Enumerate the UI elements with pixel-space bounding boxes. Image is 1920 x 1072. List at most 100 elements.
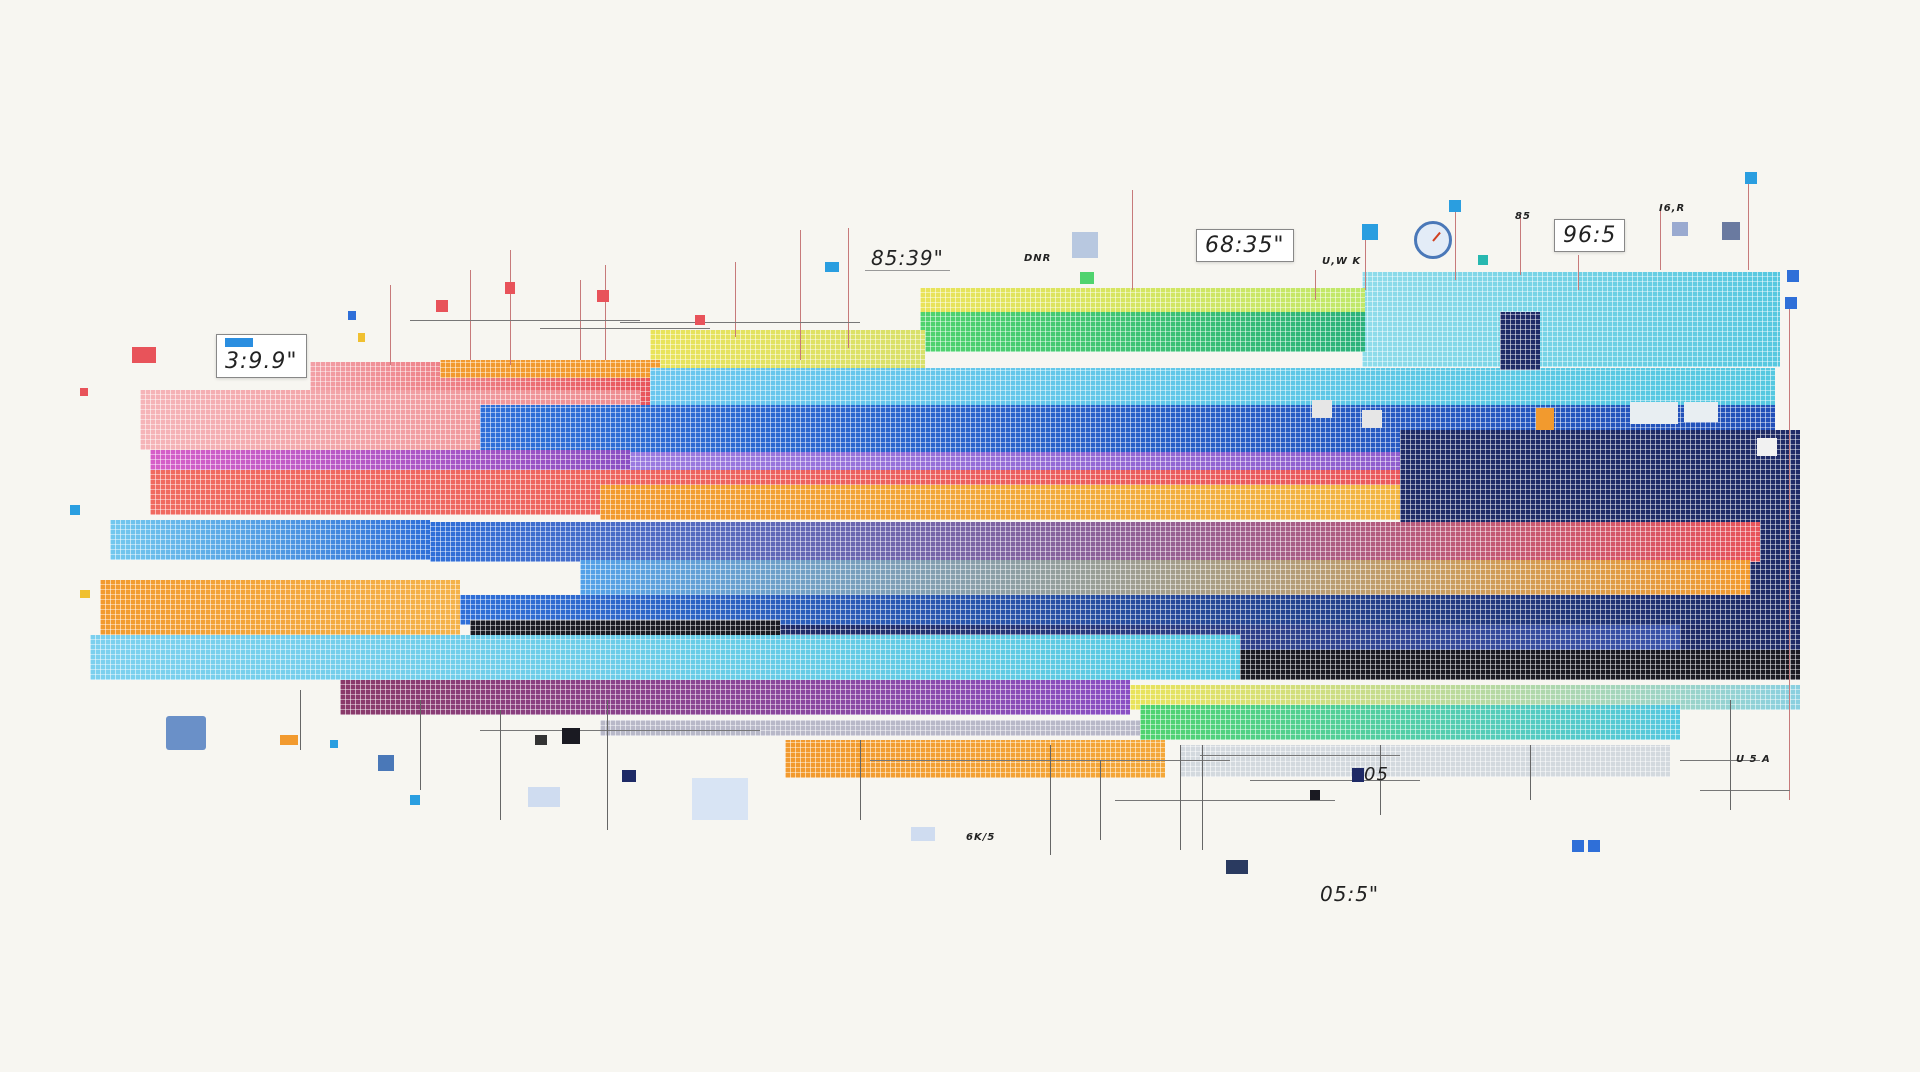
node-square-icon xyxy=(505,282,515,294)
connector-line xyxy=(1365,240,1366,290)
tag-dnr: DNR xyxy=(1024,253,1052,264)
data-band xyxy=(580,560,1750,595)
node-square-icon xyxy=(330,740,338,748)
connector-line xyxy=(1748,180,1749,270)
tag-uwk: U,W K xyxy=(1322,256,1362,267)
data-band xyxy=(1500,312,1540,370)
cursor-icon xyxy=(1226,860,1248,874)
image-icon xyxy=(166,716,206,750)
timer-label-bottom: 05:5" xyxy=(1320,882,1380,906)
node-square-icon xyxy=(1572,840,1584,852)
node-square-icon xyxy=(695,315,705,325)
window-thumbnail-icon xyxy=(1630,402,1678,424)
connector-line xyxy=(1578,255,1579,290)
data-band xyxy=(90,635,1240,680)
connector-line xyxy=(1520,215,1521,275)
node-square-icon xyxy=(436,300,448,312)
tag-05: 05 xyxy=(1352,764,1389,785)
node-square-icon xyxy=(1588,840,1600,852)
data-band xyxy=(340,680,1130,715)
node-square-icon xyxy=(1310,790,1320,800)
node-square-icon xyxy=(1536,408,1554,430)
connector-line xyxy=(1250,780,1420,781)
connector-line xyxy=(1200,755,1400,756)
node-square-icon xyxy=(348,311,356,320)
connector-line xyxy=(540,328,710,329)
connector-line xyxy=(1202,745,1203,850)
connector-line xyxy=(1730,700,1731,810)
timer-label-top-mid: 85:39" xyxy=(865,246,950,271)
connector-line xyxy=(300,690,301,750)
connector-line xyxy=(480,730,760,731)
tag-85: 85 xyxy=(1515,211,1531,222)
connector-line xyxy=(860,740,861,820)
connector-line xyxy=(1380,745,1381,815)
data-band xyxy=(600,720,1140,736)
connector-line xyxy=(1700,790,1790,791)
data-band xyxy=(1362,272,1780,367)
node-square-icon xyxy=(1478,255,1488,265)
tag-05-text: 05 xyxy=(1364,764,1389,785)
node-square-icon xyxy=(825,262,839,272)
node-square-icon xyxy=(358,333,365,342)
connector-line xyxy=(1660,210,1661,270)
timer-label-top-right: 68:35" xyxy=(1196,229,1294,262)
connector-line xyxy=(1315,270,1316,300)
node-square-icon xyxy=(378,755,394,771)
node-square-icon xyxy=(1785,297,1797,309)
connector-line xyxy=(607,700,608,830)
blue-tag-icon xyxy=(225,338,253,347)
connector-line xyxy=(1530,745,1531,800)
window-thumbnail-icon xyxy=(692,778,748,820)
node-square-icon xyxy=(1449,200,1461,212)
node-square-icon xyxy=(280,735,298,745)
connector-line xyxy=(605,265,606,360)
node-square-icon xyxy=(535,735,547,745)
timer-label-far-right: 96:5 xyxy=(1554,219,1626,252)
clock-icon xyxy=(1414,221,1452,259)
connector-line xyxy=(500,710,501,820)
connector-line xyxy=(1180,745,1181,850)
node-square-icon xyxy=(1745,172,1757,184)
connector-line xyxy=(410,320,640,321)
node-square-icon xyxy=(562,728,580,744)
data-band xyxy=(1240,650,1800,680)
node-square-icon xyxy=(80,590,90,598)
data-band xyxy=(440,360,660,378)
node-square-icon xyxy=(1080,272,1094,284)
window-thumbnail-icon xyxy=(1684,402,1718,422)
connector-line xyxy=(735,262,736,337)
data-band xyxy=(110,520,430,560)
node-square-icon xyxy=(1362,224,1378,240)
data-band xyxy=(1180,745,1670,777)
connector-line xyxy=(800,230,801,360)
node-square-icon xyxy=(80,388,88,396)
node-square-icon xyxy=(622,770,636,782)
tag-6k5: 6K/5 xyxy=(966,832,996,843)
image-icon xyxy=(1672,222,1688,236)
data-band xyxy=(650,330,925,370)
node-square-icon xyxy=(1312,400,1332,418)
data-band xyxy=(920,312,1365,352)
timer-label-left: 3:9.9" xyxy=(216,334,307,378)
window-thumbnail-icon xyxy=(528,787,560,807)
connector-line xyxy=(1115,800,1335,801)
data-band xyxy=(650,368,1775,406)
connector-line xyxy=(390,285,391,365)
tag-u5a: U 5 A xyxy=(1736,754,1771,765)
node-square-icon xyxy=(1362,410,1382,428)
node-square-icon xyxy=(1757,438,1777,456)
connector-line xyxy=(620,322,860,323)
connector-line xyxy=(420,700,421,790)
node-square-icon xyxy=(70,505,80,515)
window-thumbnail-icon xyxy=(1072,232,1098,258)
diamond-node-icon xyxy=(1352,768,1364,782)
data-band xyxy=(430,522,1760,562)
node-square-icon xyxy=(410,795,420,805)
data-band xyxy=(785,740,1165,778)
node-square-icon xyxy=(1787,270,1799,282)
window-thumbnail-icon xyxy=(911,827,935,841)
node-square-icon xyxy=(132,347,156,363)
connector-line xyxy=(1100,760,1101,840)
connector-line xyxy=(1132,190,1133,290)
